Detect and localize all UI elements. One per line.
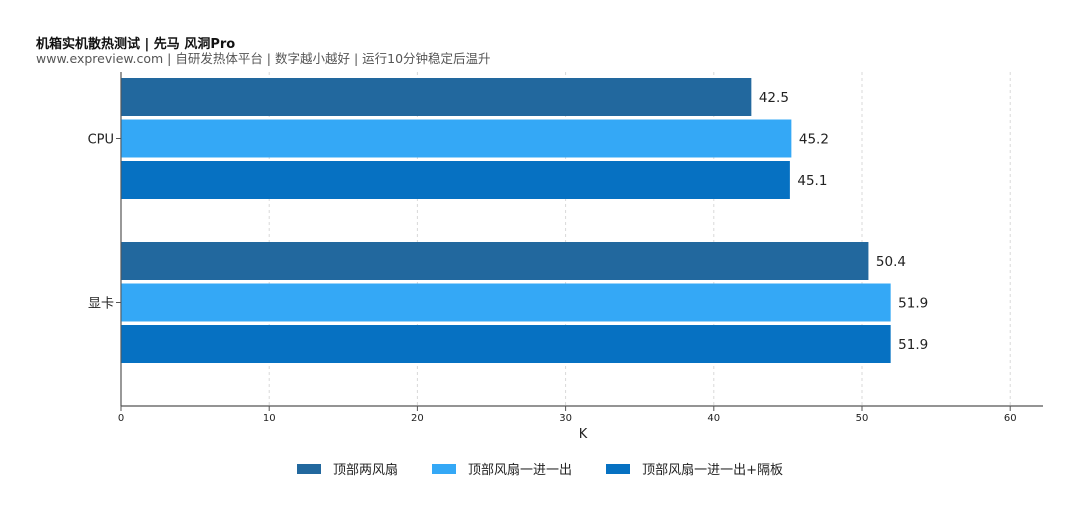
x-tick-label: 20 bbox=[411, 413, 424, 424]
x-tick-label: 0 bbox=[118, 413, 124, 424]
bar bbox=[121, 325, 891, 363]
bar bbox=[121, 242, 869, 280]
x-tick-label: 50 bbox=[856, 413, 869, 424]
legend-label: 顶部风扇一进一出+隔板 bbox=[642, 463, 783, 478]
x-tick-label: 10 bbox=[263, 413, 276, 424]
legend-swatch bbox=[606, 463, 631, 474]
category-label: CPU bbox=[88, 133, 114, 148]
x-tick-label: 60 bbox=[1004, 413, 1017, 424]
bar-value-label: 51.9 bbox=[898, 296, 928, 312]
legend-label: 顶部两风扇 bbox=[333, 463, 399, 478]
bar bbox=[121, 119, 792, 158]
chart-subtitle: www.expreview.com | 自研发热体平台 | 数字越小越好 | 运… bbox=[36, 51, 491, 66]
bar-value-label: 50.4 bbox=[876, 254, 906, 270]
legend-item: 顶部风扇一进一出 bbox=[432, 459, 572, 478]
legend-item: 顶部两风扇 bbox=[297, 459, 398, 478]
bar-value-label: 45.1 bbox=[797, 173, 827, 189]
bar bbox=[121, 161, 790, 199]
bar-value-label: 45.2 bbox=[799, 132, 829, 148]
legend-swatch bbox=[432, 463, 457, 474]
chart-title: 机箱实机散热测试 | 先马 风洞Pro bbox=[36, 37, 236, 52]
chart-legend: 顶部两风扇 顶部风扇一进一出 顶部风扇一进一出+隔板 bbox=[0, 459, 1080, 478]
legend-swatch bbox=[297, 463, 322, 474]
legend-label: 顶部风扇一进一出 bbox=[468, 463, 573, 478]
x-axis-label: K bbox=[579, 427, 588, 442]
legend-item: 顶部风扇一进一出+隔板 bbox=[606, 459, 783, 478]
bar-value-label: 51.9 bbox=[898, 337, 928, 353]
category-label: 显卡 bbox=[88, 297, 114, 312]
bar-value-label: 42.5 bbox=[759, 90, 789, 106]
bar bbox=[121, 78, 752, 116]
bar bbox=[121, 283, 891, 322]
x-tick-label: 30 bbox=[559, 413, 572, 424]
x-tick-label: 40 bbox=[707, 413, 720, 424]
